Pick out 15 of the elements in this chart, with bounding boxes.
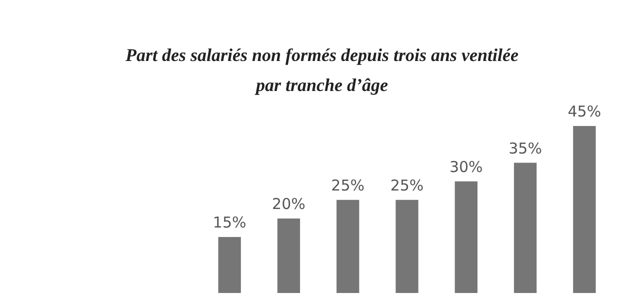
data-label: 30% bbox=[449, 158, 483, 176]
bar bbox=[336, 200, 360, 293]
bar bbox=[514, 162, 537, 293]
data-label: 20% bbox=[272, 195, 306, 214]
bar bbox=[454, 181, 478, 293]
bar bbox=[396, 200, 418, 293]
data-label: 25% bbox=[331, 176, 365, 195]
data-label: 45% bbox=[568, 102, 602, 120]
data-label: 35% bbox=[508, 140, 542, 158]
data-label: 15% bbox=[212, 214, 246, 232]
data-label: 25% bbox=[390, 176, 424, 195]
chart-title: Part des salariés non formés depuis trois ans ventilée par tranche d’âge bbox=[124, 44, 520, 97]
bar bbox=[573, 126, 596, 293]
bar bbox=[218, 237, 241, 293]
bar bbox=[277, 218, 300, 293]
